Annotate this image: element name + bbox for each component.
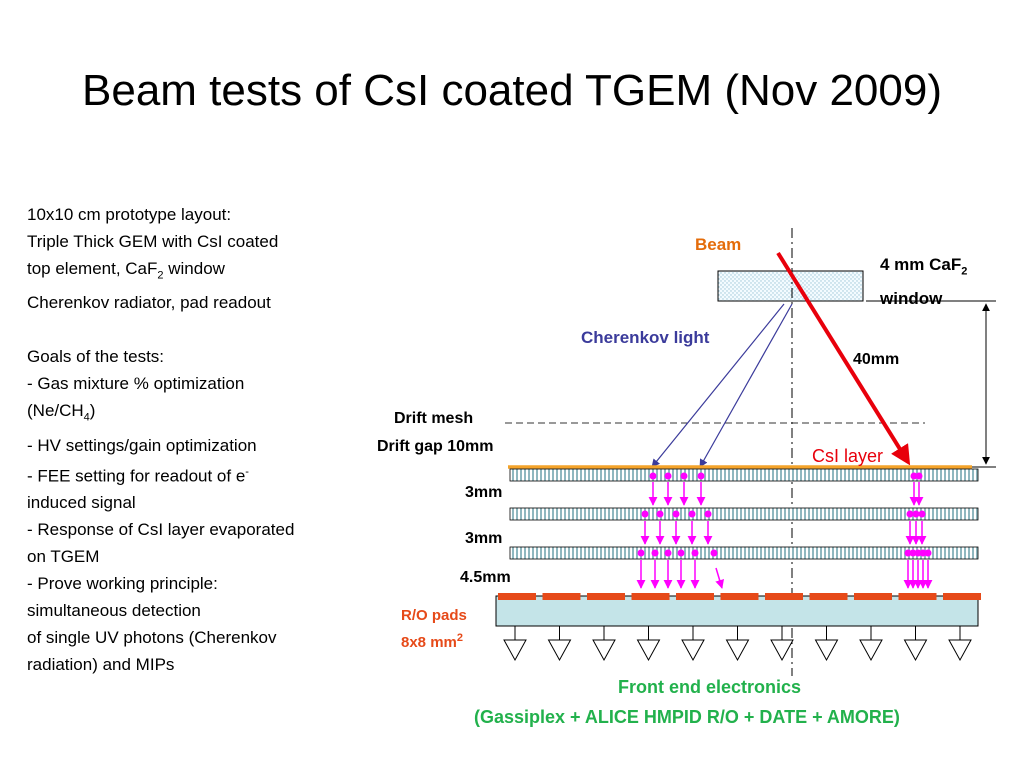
gem-foil-2 [509,507,979,521]
gem-foil-1 [509,468,979,482]
window-label: 4 mm CaF2 window [880,255,968,309]
readout-pads-label: R/O pads 8x8 mm2 [401,607,467,651]
amplifier-triangle [592,639,616,662]
gap-3-label: 4.5mm [460,569,511,586]
readout-pad [809,593,848,600]
readout-pad [587,593,625,600]
layout-line-2: top element, CaF2 window [27,259,225,282]
readout-pad [898,593,937,600]
amplifier-triangle [725,639,750,662]
drift-gap-label: Drift gap 10mm [377,438,494,455]
goal-3-line-2: induced signal [27,493,136,513]
electron-avalanche-left [636,472,724,589]
goal-5-line-4: radiation) and MIPs [27,655,175,675]
gap-1-label: 3mm [465,484,503,501]
readout-pad [854,593,892,600]
goal-1-line-1: - Gas mixture % optimization [27,374,245,394]
goal-5-line-2: simultaneous detection [27,601,201,621]
readout-pad [676,593,714,600]
readout-pads [498,593,981,600]
readout-pad [765,593,803,600]
amplifier-triangle [681,639,705,662]
cherenkov-ray-2 [699,303,793,468]
goal-4-line-1: - Response of CsI layer evaporated [27,520,295,540]
gem-foil-3 [509,546,979,560]
readout-pad [498,593,536,600]
goal-3-line-1: - FEE setting for readout of e- [27,465,249,486]
amplifier-triangle [636,639,661,662]
description-text: 10x10 cm prototype layout: Triple Thick … [27,201,362,678]
readout-pad [943,593,981,600]
goal-5-line-3: of single UV photons (Cherenkov [27,628,277,648]
goal-4-line-2: on TGEM [27,547,100,567]
amplifier-triangle [859,639,883,662]
fee-label-line-2: (Gassiplex + ALICE HMPID R/O + DATE + AM… [474,707,900,727]
readout-pad [720,593,759,600]
amplifier-triangle [503,639,527,662]
front-end-electronics-symbols [503,626,972,662]
amplifier-triangle [770,639,794,662]
amplifier-triangle [547,639,572,662]
goals-heading: Goals of the tests: [27,347,165,367]
fee-label-line-1: Front end electronics [618,677,802,697]
gap-2-label: 3mm [465,530,503,547]
amplifier-triangle [814,639,839,662]
beam-label: Beam [695,235,742,254]
beam-arrow [776,251,911,466]
readout-pad [631,593,670,600]
layout-line-3: Cherenkov radiator, pad readout [27,293,271,313]
goal-1-line-2: (Ne/CH4) [27,401,96,424]
csi-layer-label: CsI layer [812,446,884,466]
goal-2: - HV settings/gain optimization [27,435,257,455]
layout-line-1: Triple Thick GEM with CsI coated [27,232,279,251]
amplifier-triangle [948,639,972,662]
drift-mesh-label: Drift mesh [394,410,474,427]
distance-label: 40mm [853,351,900,368]
readout-pad [542,593,581,600]
amplifier-triangle [903,639,928,662]
goal-5-line-1: - Prove working principle: [27,574,218,594]
layout-heading: 10x10 cm prototype layout: [27,205,232,224]
cherenkov-ray-1 [651,303,785,468]
electron-avalanche-right [903,472,933,589]
cherenkov-light-label: Cherenkov light [581,328,710,347]
slide-title: Beam tests of CsI coated TGEM (Nov 2009) [82,66,942,115]
readout-board [495,595,979,627]
